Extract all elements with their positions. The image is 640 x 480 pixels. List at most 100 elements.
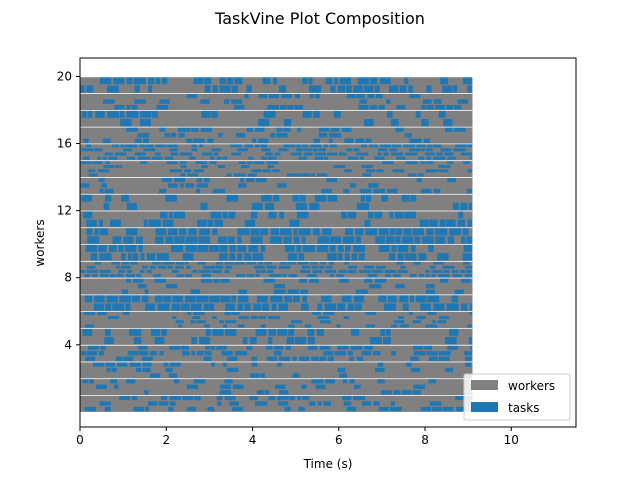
- task-bar: [229, 401, 240, 406]
- task-bar: [435, 236, 446, 244]
- task-bar: [410, 367, 421, 373]
- task-bar: [270, 295, 283, 303]
- task-bar: [283, 236, 292, 244]
- task-bar: [299, 278, 307, 283]
- task-bar: [164, 156, 174, 160]
- y-tick-label: 12: [57, 204, 72, 218]
- task-bar: [344, 138, 354, 143]
- task-bar: [102, 99, 115, 104]
- task-bar: [397, 316, 404, 320]
- task-bar: [295, 202, 307, 211]
- task-bar: [219, 85, 231, 93]
- task-bar: [224, 311, 231, 315]
- task-bar: [154, 152, 161, 156]
- task-bar: [395, 228, 402, 236]
- task-bar: [408, 311, 414, 315]
- task-bar: [432, 406, 443, 412]
- task-bar: [461, 303, 468, 311]
- task-bar: [359, 156, 365, 160]
- task-bar: [442, 406, 454, 412]
- task-bar: [263, 110, 276, 118]
- task-bar: [297, 127, 302, 132]
- task-bar: [173, 177, 186, 183]
- task-bar: [284, 406, 291, 412]
- task-bar: [451, 269, 459, 273]
- task-bar: [302, 244, 315, 252]
- worker-bar: [80, 177, 473, 194]
- task-bar: [468, 337, 472, 345]
- task-bar: [296, 244, 302, 252]
- task-bar: [467, 219, 472, 227]
- task-bar: [393, 320, 405, 324]
- task-bar: [184, 261, 189, 265]
- task-bar: [425, 289, 436, 294]
- task-bar: [88, 173, 98, 177]
- task-bar: [89, 378, 94, 384]
- task-bar: [344, 253, 350, 261]
- task-bar: [432, 320, 437, 324]
- task-bar: [165, 236, 173, 244]
- task-bar: [195, 160, 208, 164]
- task-bar: [251, 356, 258, 361]
- task-bar: [324, 303, 337, 311]
- task-bar: [249, 373, 260, 378]
- axes-frame: [79, 57, 577, 428]
- task-bar: [365, 194, 372, 202]
- task-bar: [212, 316, 217, 320]
- task-bar: [159, 99, 170, 104]
- task-bar: [298, 228, 311, 236]
- task-bar: [402, 236, 414, 244]
- task-bar: [381, 194, 388, 202]
- task-bar: [98, 177, 105, 183]
- task-bar: [420, 148, 425, 152]
- task-bar: [274, 351, 282, 356]
- task-bar: [106, 367, 111, 373]
- task-bar: [404, 132, 412, 138]
- task-bar: [126, 110, 139, 118]
- task-bar: [297, 261, 309, 265]
- task-bar: [102, 138, 111, 143]
- task-bar: [364, 345, 374, 350]
- task-bar: [159, 351, 164, 356]
- task-bar: [148, 77, 155, 85]
- task-bar: [469, 303, 472, 311]
- task-bar: [336, 324, 341, 328]
- task-bar: [425, 283, 435, 289]
- task-bar: [160, 395, 168, 401]
- task-bar: [225, 303, 235, 311]
- task-bar: [247, 173, 257, 177]
- task-bar: [333, 165, 346, 169]
- task-bar: [244, 144, 253, 148]
- task-bar: [105, 303, 112, 311]
- x-tick-label: 2: [162, 433, 170, 447]
- task-bar: [392, 144, 401, 148]
- task-bar: [81, 110, 87, 118]
- task-bar: [203, 356, 212, 361]
- task-bar: [112, 303, 125, 311]
- x-axis-label: Time (s): [303, 457, 353, 471]
- task-bar: [120, 265, 131, 269]
- task-bar: [122, 148, 133, 152]
- task-bar: [307, 274, 317, 278]
- task-bar: [274, 283, 286, 289]
- task-bar: [343, 316, 349, 320]
- task-bar: [399, 324, 410, 328]
- task-bar: [222, 362, 227, 367]
- task-bar: [121, 289, 128, 294]
- task-bar: [284, 295, 292, 303]
- task-bar: [351, 253, 358, 261]
- task-bar: [370, 105, 378, 110]
- task-bar: [133, 77, 146, 85]
- task-bar: [116, 274, 124, 278]
- task-bar: [436, 152, 443, 156]
- task-bar: [134, 152, 146, 156]
- task-bar: [463, 244, 472, 252]
- task-bar: [378, 244, 390, 252]
- task-bar: [353, 148, 360, 152]
- task-bar: [395, 236, 401, 244]
- task-bar: [202, 152, 213, 156]
- task-bar: [214, 219, 223, 227]
- task-bar: [113, 77, 125, 85]
- task-bar: [215, 265, 224, 269]
- task-bar: [120, 144, 125, 148]
